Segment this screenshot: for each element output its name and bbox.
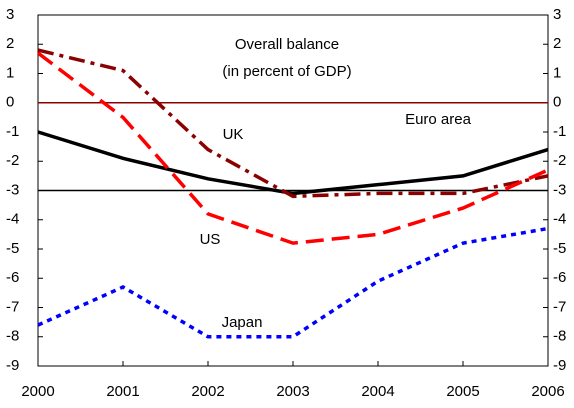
y-tick-label: -8: [6, 328, 19, 345]
series-line: [37, 130, 549, 196]
chart-title: Overall balance: [235, 36, 339, 53]
y-tick-label: -4: [6, 211, 19, 228]
y2-tick-label: -8: [553, 328, 566, 345]
y2-tick-label: 0: [553, 94, 561, 111]
y-tick-label: 3: [6, 6, 14, 23]
series-label: UK: [223, 126, 244, 143]
y2-tick-label: -2: [553, 152, 566, 169]
chart-subtitle: (in percent of GDP): [222, 63, 351, 80]
x-tick-label: 2006: [531, 383, 564, 400]
y2-tick-label: 1: [553, 64, 561, 81]
y-tick-label: -9: [6, 357, 19, 374]
y2-tick-label: -1: [553, 123, 566, 140]
series-line: [36, 51, 549, 245]
x-tick-label: 2005: [446, 383, 479, 400]
y2-tick-label: -9: [553, 357, 566, 374]
y-tick-label: -5: [6, 240, 19, 257]
y2-tick-label: -5: [553, 240, 566, 257]
y-tick-label: -1: [6, 123, 19, 140]
y2-tick-label: 2: [553, 35, 561, 52]
y2-tick-label: -6: [553, 269, 566, 286]
x-tick-label: 2000: [21, 383, 54, 400]
series-line: [37, 226, 549, 339]
y2-tick-label: -7: [553, 298, 566, 315]
x-tick-label: 2002: [191, 383, 224, 400]
y-tick-label: 0: [6, 94, 14, 111]
y-tick-label: -7: [6, 298, 19, 315]
y2-tick-label: 3: [553, 6, 561, 23]
series-label: Japan: [222, 314, 263, 331]
series-label: US: [200, 231, 221, 248]
series-label: Euro area: [405, 111, 472, 128]
y-tick-label: -3: [6, 181, 19, 198]
x-tick-label: 2003: [276, 383, 309, 400]
series-line: [37, 48, 549, 199]
x-tick-label: 2004: [361, 383, 394, 400]
y2-tick-label: -3: [553, 181, 566, 198]
y2-tick-label: -4: [553, 211, 566, 228]
y-tick-label: 1: [6, 64, 14, 81]
y-tick-label: -2: [6, 152, 19, 169]
y-tick-label: -6: [6, 269, 19, 286]
y-tick-label: 2: [6, 35, 14, 52]
x-tick-label: 2001: [106, 383, 139, 400]
